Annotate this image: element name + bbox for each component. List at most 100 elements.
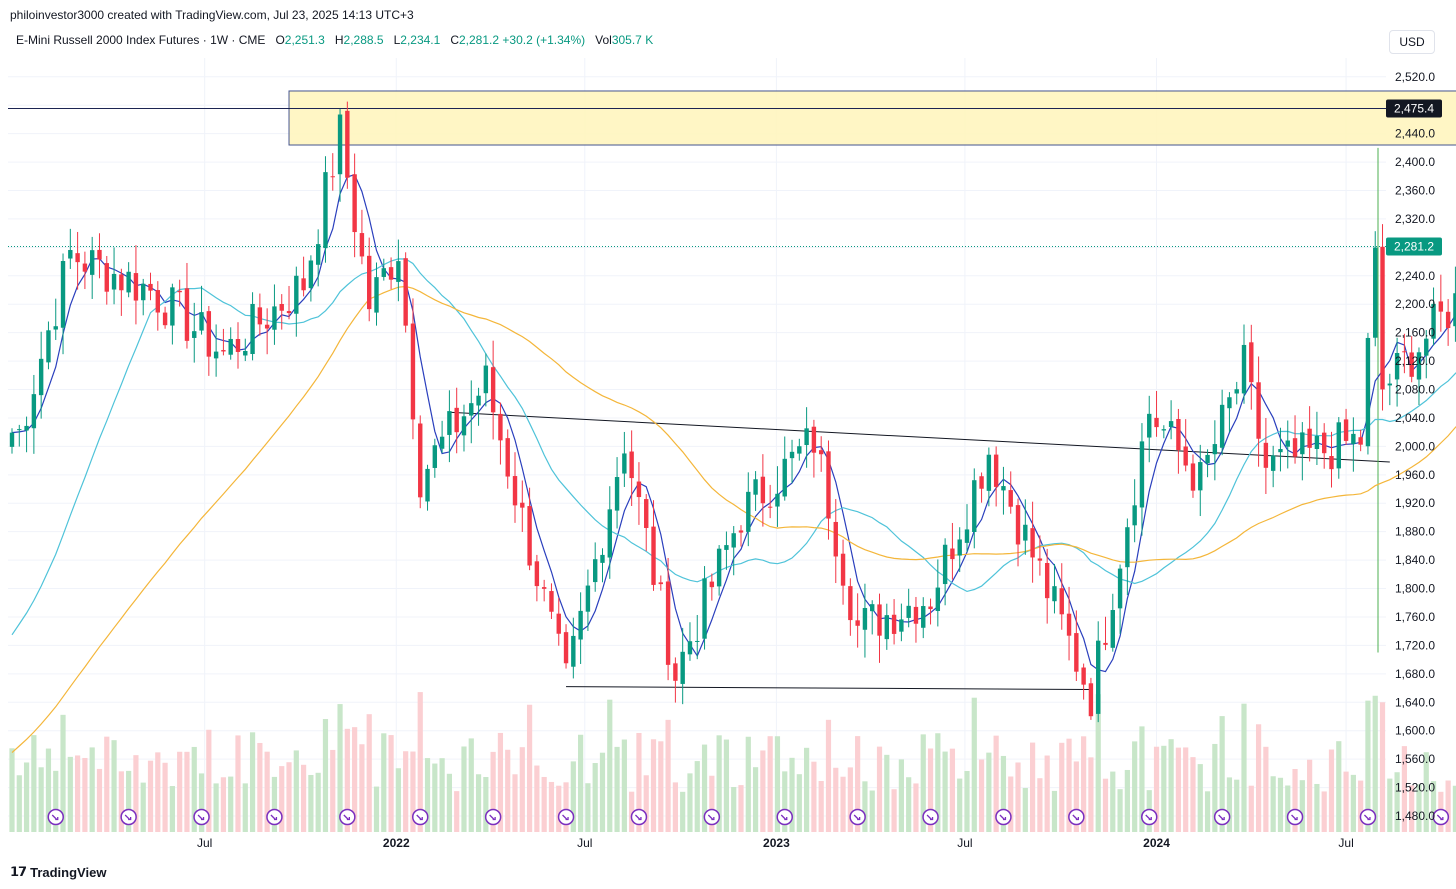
candle-body	[418, 423, 423, 498]
volume-bar	[352, 727, 358, 832]
candle-body	[942, 544, 948, 585]
volume-bar	[89, 747, 95, 832]
trendline	[449, 411, 1390, 463]
volume-bar	[155, 752, 161, 832]
candle-body	[935, 587, 941, 612]
candle-body	[840, 553, 846, 586]
candle	[1278, 427, 1283, 472]
open-value: 2,251.3	[284, 33, 325, 47]
price-tick-label: 2,520.0	[1395, 70, 1435, 84]
volume-bar	[745, 736, 751, 832]
price-tick-label: 1,480.0	[1395, 809, 1435, 823]
volume-bar	[454, 791, 460, 832]
candle-body	[636, 481, 642, 498]
candle-body	[403, 258, 408, 326]
candle	[848, 578, 853, 636]
candle	[972, 468, 977, 549]
candle-body	[658, 582, 664, 585]
volume-bar	[45, 748, 52, 832]
candle-body	[250, 303, 255, 355]
candle-body	[162, 312, 168, 326]
candle	[1190, 454, 1196, 498]
volume-bar	[1066, 738, 1072, 832]
candle	[986, 447, 992, 507]
price-tick-label: 1,800.0	[1395, 582, 1435, 596]
candle-body	[184, 288, 190, 341]
candle	[418, 415, 423, 509]
candle-body	[1373, 247, 1378, 338]
volume-bar	[1015, 762, 1021, 832]
volume-bar	[1197, 764, 1203, 832]
candle	[775, 466, 780, 527]
volume-bar	[650, 739, 657, 832]
candle	[1059, 563, 1064, 630]
candle	[505, 429, 510, 489]
candle-body	[1409, 352, 1414, 377]
candle-body	[964, 529, 970, 543]
candle-body	[1278, 449, 1283, 453]
symbol-name[interactable]: E-Mini Russell 2000 Index Futures · 1W ·…	[16, 33, 266, 47]
price-badge	[1386, 99, 1442, 118]
volume-bar	[315, 772, 321, 832]
candle-body	[483, 365, 489, 394]
volume-bar	[738, 785, 744, 832]
volume-bar	[1394, 772, 1400, 832]
time-axis[interactable]: Jul2022Jul2023Jul2024Jul2025Jul	[197, 836, 1456, 850]
candle	[636, 462, 642, 525]
dividend-marker-icon	[1359, 808, 1377, 826]
candle	[1256, 356, 1261, 467]
volume-label: Vol	[595, 33, 612, 47]
volume-bar	[381, 733, 387, 832]
dividend-marker-icon	[995, 808, 1012, 826]
marker-circle	[557, 808, 575, 826]
candle	[359, 209, 365, 265]
candle	[1044, 548, 1050, 624]
candle	[942, 538, 948, 606]
volume-bar	[1285, 785, 1291, 832]
volume-bar	[1255, 724, 1262, 832]
volume-bar	[1102, 778, 1109, 832]
marker-circle	[1140, 808, 1158, 826]
volume-bar	[1372, 695, 1378, 832]
volume-bar	[1263, 746, 1269, 832]
candle-body	[702, 578, 707, 639]
volume-bar	[782, 771, 788, 832]
candle-body	[53, 326, 58, 330]
price-tick-label: 1,880.0	[1395, 525, 1435, 539]
volume-bar	[1175, 747, 1181, 832]
volume-bar	[563, 782, 569, 832]
candle-body	[264, 324, 270, 329]
candle-body	[257, 307, 263, 325]
dividend-marker-icon	[1213, 808, 1231, 826]
candle	[600, 548, 605, 583]
candle	[24, 416, 29, 453]
volume-bar	[840, 776, 846, 832]
volume-bar	[884, 754, 890, 832]
volume-bar	[395, 768, 401, 832]
candle	[31, 374, 37, 454]
candle-body	[1081, 667, 1086, 685]
volume-bar	[1307, 759, 1313, 832]
price-axis[interactable]: 2,520.02,480.02,440.02,400.02,360.02,320…	[1395, 70, 1435, 823]
candle-body	[1263, 442, 1269, 468]
volume-bar	[1343, 771, 1349, 832]
volume-bar	[235, 735, 241, 832]
marker-arrow	[926, 814, 934, 821]
candle	[1329, 431, 1334, 488]
candle-body	[673, 663, 678, 681]
candle	[658, 575, 664, 591]
price-tick-label: 2,120.0	[1395, 354, 1435, 368]
volume-bar	[709, 775, 715, 832]
candle	[1307, 406, 1312, 462]
candle	[206, 306, 212, 376]
resistance-zone[interactable]	[8, 90, 1456, 248]
volume-bar	[1081, 736, 1087, 832]
candle-body	[556, 613, 561, 634]
volume-bar	[198, 773, 205, 832]
volume-bar	[60, 714, 66, 832]
currency-button[interactable]: USD	[1389, 30, 1435, 54]
candle-body	[1402, 351, 1407, 353]
candle-body	[1234, 389, 1239, 394]
trendlines[interactable]	[449, 147, 1390, 690]
